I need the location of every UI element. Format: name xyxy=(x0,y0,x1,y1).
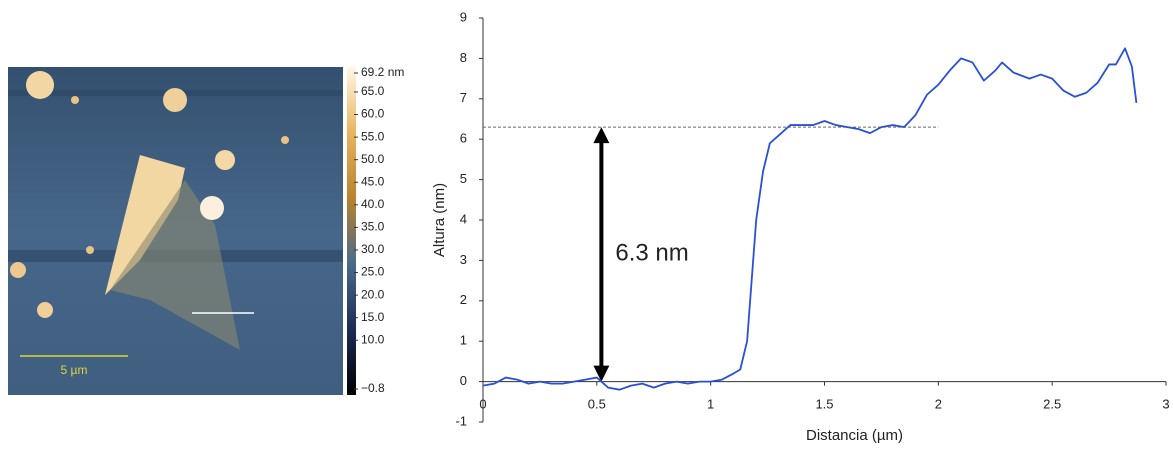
x-axis-label: Distancia (µm) xyxy=(806,427,903,444)
y-tick-label: 5 xyxy=(460,171,467,186)
afm-image: 5 µm xyxy=(8,67,356,395)
colorbar-label: 10.0 xyxy=(361,332,385,346)
colorbar-label: 35.0 xyxy=(361,220,385,234)
y-tick-label: 8 xyxy=(460,50,467,65)
y-tick-label: 0 xyxy=(460,373,467,388)
colorbar-label: 20.0 xyxy=(361,287,385,301)
arrow-head xyxy=(593,127,610,144)
x-tick-label: 2 xyxy=(935,396,942,411)
colorbar-label: 15.0 xyxy=(361,310,385,324)
profile-line xyxy=(482,47,1138,391)
y-tick-label: 9 xyxy=(460,9,467,24)
colorbar-label: 25.0 xyxy=(361,265,385,279)
colorbar-label: 45.0 xyxy=(361,174,385,188)
x-tick-label: 0.5 xyxy=(588,396,606,411)
scale-bar-label: 5 µm xyxy=(61,363,88,377)
x-tick-label: 0 xyxy=(479,396,486,411)
colorbar-label: 50.0 xyxy=(361,152,385,166)
y-tick-label: -1 xyxy=(455,413,467,428)
y-axis-label: Altura (nm) xyxy=(431,183,448,257)
x-tick-label: 2.5 xyxy=(1043,396,1061,411)
y-tick-label: 3 xyxy=(460,252,467,267)
y-tick-label: 4 xyxy=(460,211,467,226)
y-tick-label: 2 xyxy=(460,292,467,307)
colorbar-label: 55.0 xyxy=(361,129,385,143)
annotation-label: 6.3 nm xyxy=(615,240,688,267)
colorbar-label: 40.0 xyxy=(361,197,385,211)
colorbar-label: 30.0 xyxy=(361,242,385,256)
colorbar-label: 60.0 xyxy=(361,107,385,121)
arrow-head xyxy=(593,365,610,382)
x-tick-label: 1 xyxy=(707,396,714,411)
y-tick-label: 7 xyxy=(460,90,467,105)
colorbar-label: −0.8 xyxy=(361,381,385,395)
y-tick-label: 6 xyxy=(460,131,467,146)
x-tick-label: 3 xyxy=(1162,396,1169,411)
y-tick-label: 1 xyxy=(460,333,467,348)
colorbar-label: 65.0 xyxy=(361,84,385,98)
colorbar-label: 69.2 nm xyxy=(361,65,404,79)
x-tick-label: 1.5 xyxy=(815,396,833,411)
